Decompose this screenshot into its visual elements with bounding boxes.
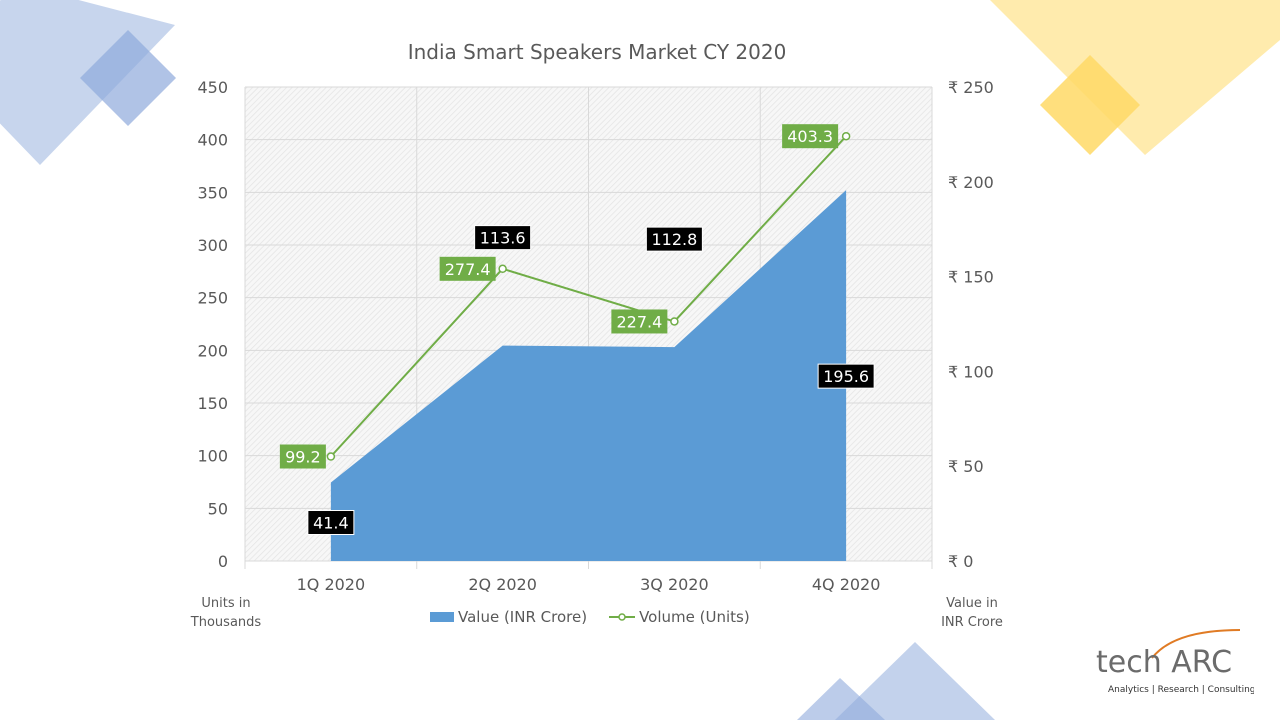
volume-point — [841, 131, 851, 141]
right-axis-label-line: INR Crore — [941, 615, 1003, 630]
volume-data-label: 227.4 — [616, 312, 662, 331]
category-label: 3Q 2020 — [640, 575, 709, 594]
value-data-label-box — [307, 510, 355, 536]
legend-swatch-line — [609, 613, 636, 621]
value-data-label-box — [817, 363, 875, 389]
legend: Value (INR Crore) Volume (Units) — [430, 608, 750, 626]
category-label: 4Q 2020 — [812, 575, 881, 594]
right-tick-label: ₹ 200 — [948, 173, 994, 192]
value-data-label: 195.6 — [823, 367, 869, 386]
right-axis-label: Value in INR Crore — [932, 594, 1012, 632]
left-axis-label-line: Thousands — [190, 615, 262, 630]
right-tick-label: ₹ 150 — [948, 268, 994, 287]
svg-text:tech ARC: tech ARC — [1096, 645, 1232, 680]
left-axis-label-line: Units in — [201, 596, 251, 611]
right-tick-label: ₹ 100 — [948, 362, 994, 381]
volume-data-label: 277.4 — [445, 260, 491, 279]
volume-data-label-box — [611, 309, 668, 334]
left-tick-label: 100 — [197, 447, 228, 466]
volume-point — [670, 317, 679, 326]
volume-data-label-box — [279, 444, 326, 469]
legend-swatch-area — [430, 612, 454, 622]
legend-label: Volume (Units) — [639, 608, 750, 626]
value-data-label-box — [474, 225, 532, 251]
value-data-label: 113.6 — [480, 229, 526, 248]
left-tick-label: 200 — [197, 341, 228, 360]
left-tick-label: 400 — [197, 131, 228, 150]
volume-data-label: 99.2 — [285, 448, 321, 467]
category-label: 1Q 2020 — [297, 575, 366, 594]
legend-item-value: Value (INR Crore) — [430, 608, 587, 626]
right-tick-label: ₹ 250 — [948, 78, 994, 97]
value-data-label: 112.8 — [651, 230, 697, 249]
left-tick-label: 300 — [197, 236, 228, 255]
left-tick-label: 0 — [218, 552, 228, 571]
svg-text:Analytics | Research | Consult: Analytics | Research | Consulting — [1108, 685, 1254, 695]
volume-point — [498, 264, 507, 274]
value-data-label: 41.4 — [313, 514, 349, 533]
right-tick-label: ₹ 50 — [948, 457, 984, 476]
volume-point — [326, 452, 336, 461]
volume-data-label: 403.3 — [787, 127, 833, 146]
left-tick-label: 50 — [208, 499, 228, 518]
left-tick-label: 450 — [197, 78, 228, 97]
legend-item-volume: Volume (Units) — [609, 608, 750, 626]
volume-data-label-box — [439, 256, 496, 281]
volume-data-label-box — [782, 124, 839, 149]
right-axis-label-line: Value in — [946, 596, 998, 611]
category-label: 2Q 2020 — [468, 575, 537, 594]
left-axis-label: Units in Thousands — [188, 594, 264, 632]
chart-title: India Smart Speakers Market CY 2020 — [407, 40, 787, 64]
area-series-value — [330, 190, 847, 561]
legend-label: Value (INR Crore) — [458, 608, 588, 626]
line-series-volume — [330, 135, 847, 458]
value-data-label-box — [645, 226, 703, 252]
techarc-logo: tech ARC Analytics | Research | Consulti… — [1094, 628, 1256, 698]
left-tick-label: 250 — [197, 289, 228, 308]
left-tick-label: 350 — [197, 183, 228, 202]
right-tick-label: ₹ 0 — [948, 552, 973, 571]
left-tick-label: 150 — [197, 394, 228, 413]
